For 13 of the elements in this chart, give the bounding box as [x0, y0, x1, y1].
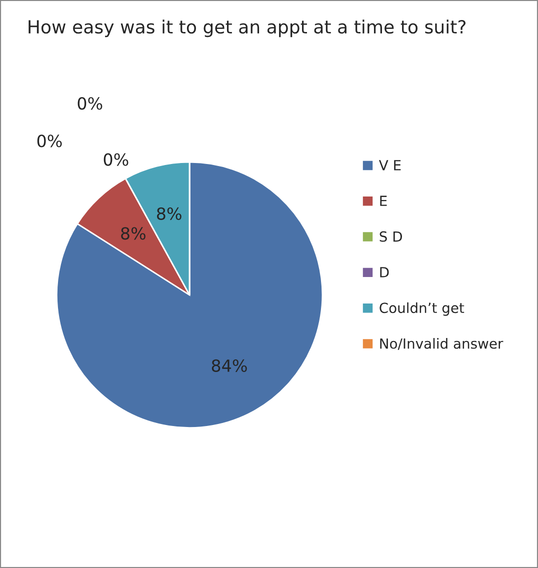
data-label: 84% [212, 359, 247, 372]
text: 0% [104, 153, 128, 166]
text: 0% [78, 97, 102, 110]
data-label: 8% [156, 207, 182, 220]
chart-title: How easy was it to get an appt at a time to suit? [28, 20, 466, 38]
legend-label: E [380, 196, 387, 206]
legend-label: Couldn’t get [380, 302, 464, 316]
legend-label: V E [378, 160, 401, 170]
legend-label: No/Invalid answer [380, 338, 504, 350]
legend-label: S D [380, 231, 402, 242]
data-label: 8% [121, 227, 146, 240]
text: 0% [37, 134, 62, 148]
legend-label: D [380, 267, 389, 278]
